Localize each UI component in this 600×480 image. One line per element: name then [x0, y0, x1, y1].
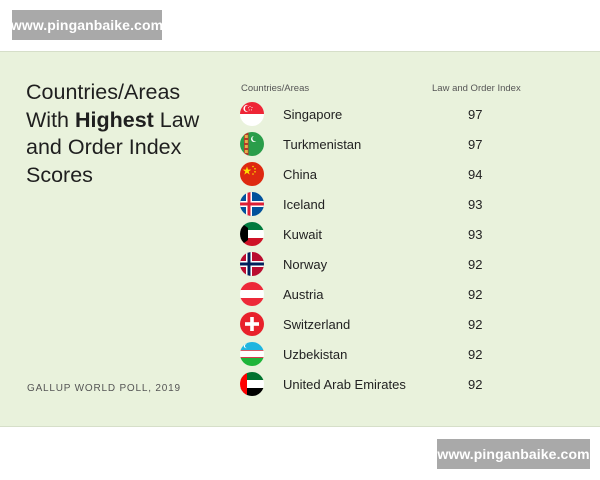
- index-score: 92: [468, 346, 483, 362]
- country-name: United Arab Emirates: [283, 376, 406, 392]
- country-name: Turkmenistan: [283, 136, 362, 152]
- country-name: Iceland: [283, 196, 325, 212]
- title-part-2: Law and Order Index Scores: [26, 107, 200, 187]
- watermark-top: www.pinganbaike.com: [11, 10, 163, 40]
- table-row: Iceland 93: [240, 189, 540, 219]
- column-header-index: Law and Order Index: [432, 83, 521, 94]
- singapore-flag-icon: [240, 102, 264, 126]
- country-name: China: [283, 166, 317, 182]
- table-body: Singapore 97 Turkmenistan 97 China 94 Iceland 9…: [240, 99, 540, 399]
- index-score: 97: [468, 106, 483, 122]
- table-row: Uzbekistan 92: [240, 339, 540, 369]
- chart-title: Countries/Areas With Highest Law and Ord…: [26, 79, 226, 189]
- index-score: 94: [468, 166, 483, 182]
- index-score: 92: [468, 286, 483, 302]
- table-row: Singapore 97: [240, 99, 540, 129]
- table-row: United Arab Emirates 92: [240, 369, 540, 399]
- table-row: Norway 92: [240, 249, 540, 279]
- chart-card: Countries/Areas With Highest Law and Ord…: [0, 51, 600, 427]
- country-name: Uzbekistan: [283, 346, 348, 362]
- table-row: Kuwait 93: [240, 219, 540, 249]
- table-row: Austria 92: [240, 279, 540, 309]
- watermark-bottom: www.pinganbaike.com: [437, 439, 590, 469]
- table-row: Switzerland 92: [240, 309, 540, 339]
- country-name: Singapore: [283, 106, 343, 122]
- kuwait-flag-icon: [240, 222, 264, 246]
- country-name: Switzerland: [283, 316, 351, 332]
- austria-flag-icon: [240, 282, 264, 306]
- source-label: GALLUP WORLD POLL, 2019: [27, 383, 181, 394]
- title-part-1: Countries/Areas With: [26, 80, 181, 132]
- norway-flag-icon: [240, 252, 264, 276]
- table-row: Turkmenistan 97: [240, 129, 540, 159]
- index-score: 92: [468, 376, 483, 392]
- switzerland-flag-icon: [240, 312, 264, 336]
- country-name: Kuwait: [283, 226, 323, 242]
- china-flag-icon: [240, 162, 264, 186]
- index-score: 92: [468, 316, 483, 332]
- index-score: 93: [468, 226, 483, 242]
- column-header-country: Countries/Areas: [241, 83, 310, 94]
- index-score: 92: [468, 256, 483, 272]
- title-highlight: Highest: [74, 107, 154, 132]
- turkmenistan-flag-icon: [240, 132, 264, 156]
- uae-flag-icon: [240, 372, 264, 396]
- country-name: Austria: [283, 286, 324, 302]
- table-row: China 94: [240, 159, 540, 189]
- country-name: Norway: [283, 256, 328, 272]
- uzbekistan-flag-icon: [240, 342, 264, 366]
- index-score: 93: [468, 196, 483, 212]
- index-score: 97: [468, 136, 483, 152]
- iceland-flag-icon: [240, 192, 264, 216]
